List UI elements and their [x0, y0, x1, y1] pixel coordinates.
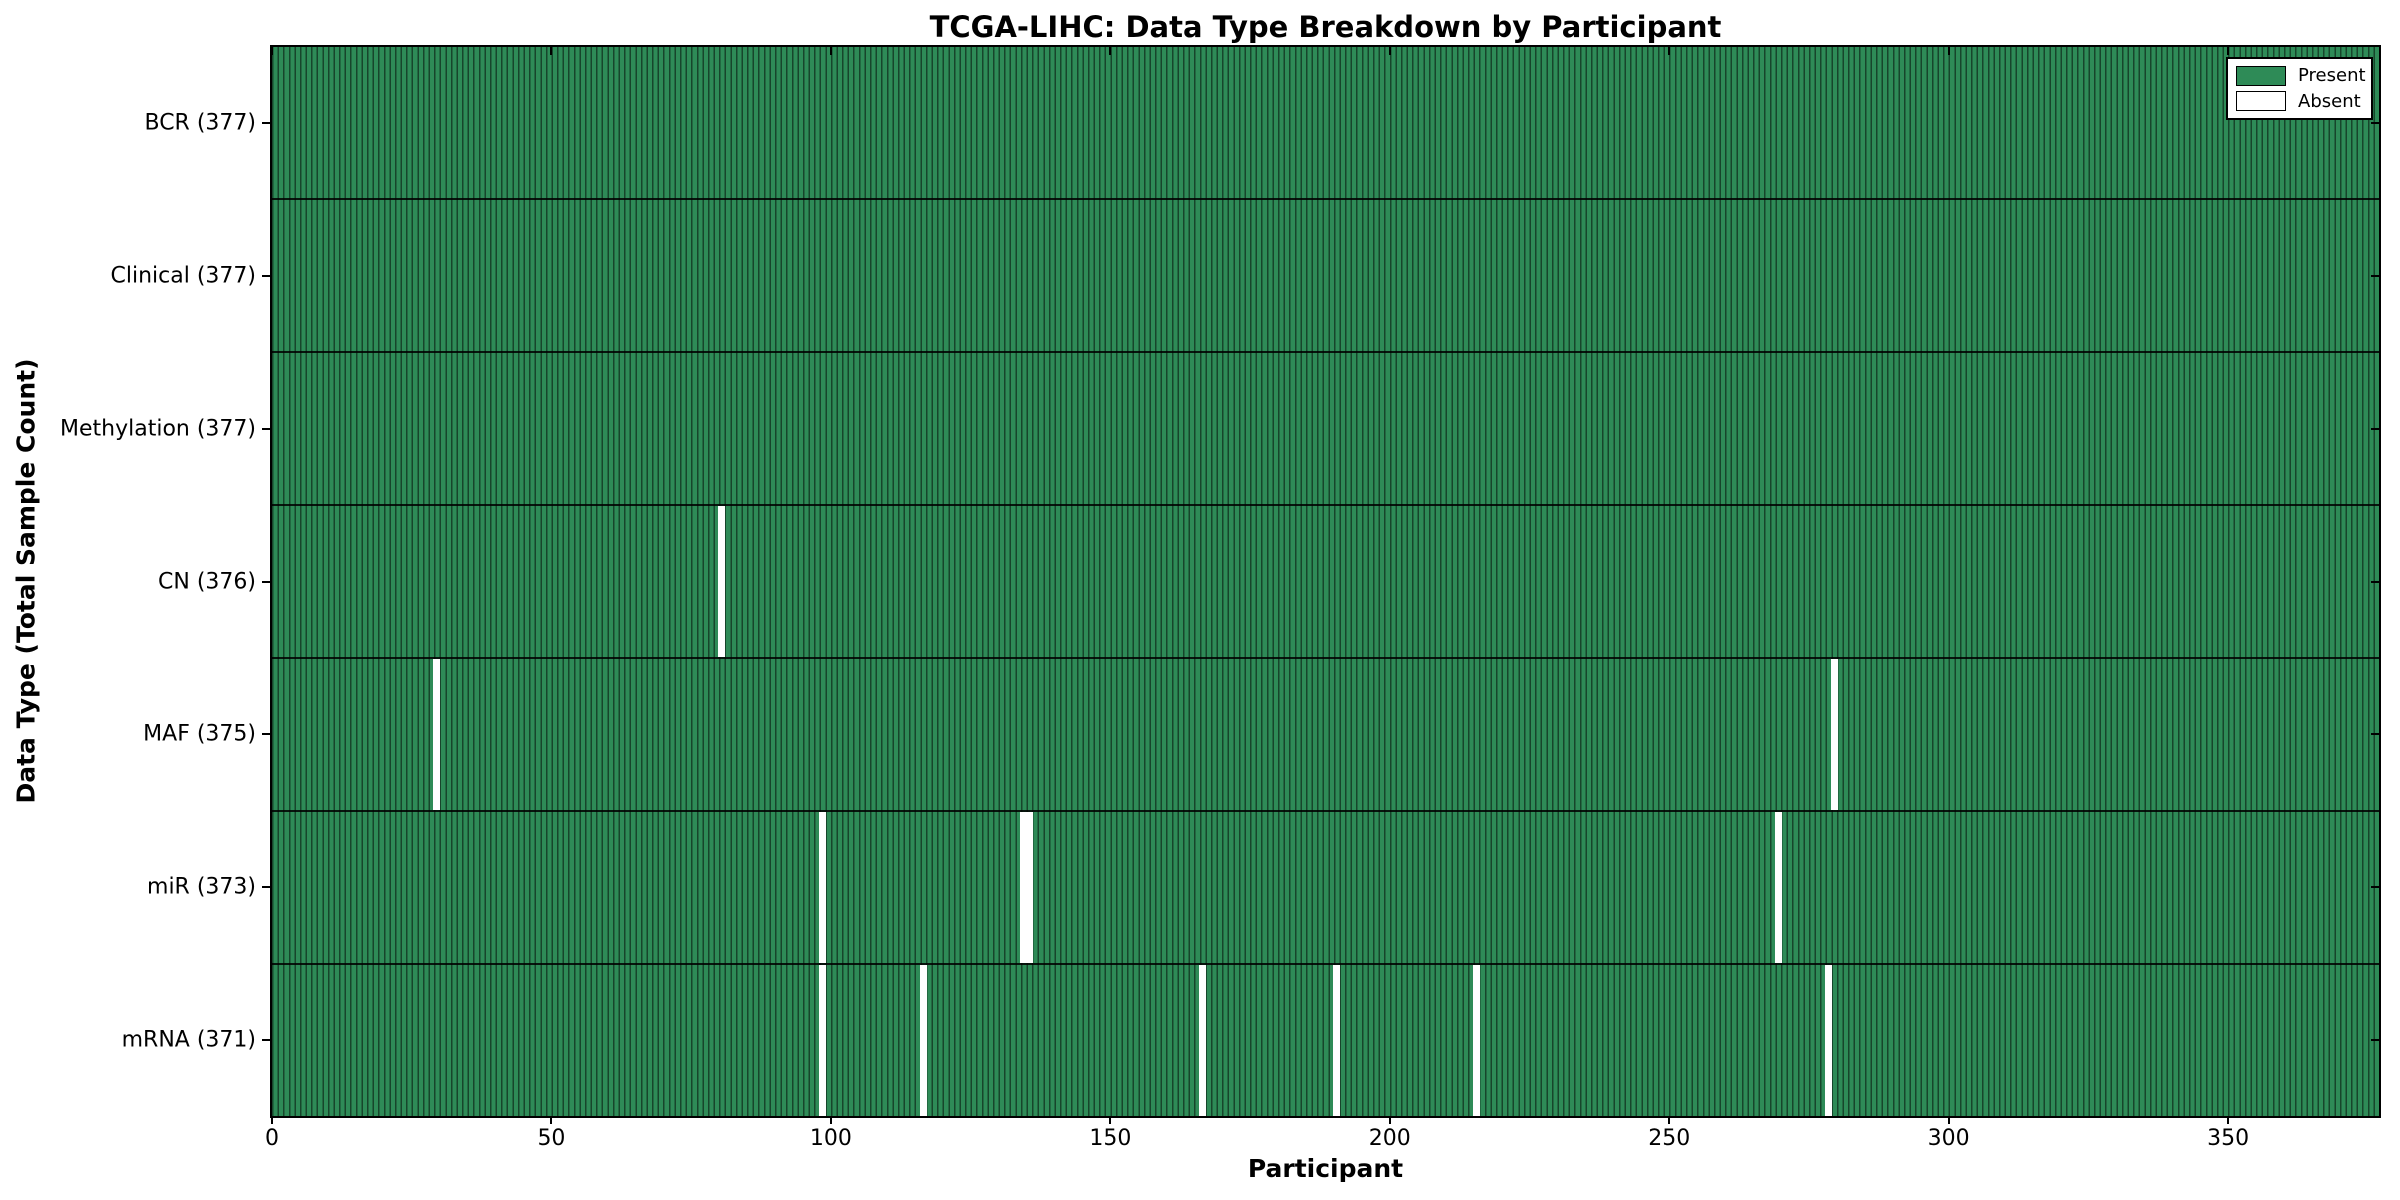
legend-entry-absent: Absent — [2236, 91, 2363, 112]
absent-gap-mRNA-278 — [1825, 965, 1832, 1116]
x-tick-bottom — [271, 1116, 273, 1124]
row-miR — [272, 810, 2379, 963]
absent-gap-MAF-279 — [1830, 659, 1838, 810]
legend-label-present: Present — [2298, 65, 2366, 87]
x-tick-top — [2227, 47, 2230, 55]
y-tick-left — [262, 122, 270, 125]
row-mRNA — [272, 963, 2379, 1116]
x-tick-bottom — [1668, 1116, 1671, 1124]
absent-gap-mRNA-98 — [819, 965, 826, 1116]
y-tick-label-BCR: BCR (377) — [144, 110, 256, 136]
y-tick-left — [262, 580, 270, 583]
x-tick-top — [550, 47, 553, 55]
absent-gap-mRNA-215 — [1472, 965, 1480, 1116]
plot-area — [270, 45, 2381, 1118]
absent-gap-mRNA-116 — [919, 965, 927, 1116]
x-tick-label-250: 250 — [1648, 1126, 1691, 1151]
absent-gap-miR-98 — [819, 812, 826, 963]
x-axis-title: Participant — [1247, 1154, 1404, 1183]
x-tick-label-350: 350 — [2207, 1126, 2250, 1151]
x-tick-label-0: 0 — [265, 1126, 279, 1151]
row-MAF — [272, 657, 2379, 810]
row-Clinical — [272, 198, 2379, 351]
y-tick-label-mRNA: mRNA (371) — [121, 1027, 256, 1053]
x-tick-top — [829, 47, 832, 55]
row-CN — [272, 504, 2379, 657]
y-tick-left — [262, 275, 270, 278]
x-tick-top — [1668, 47, 1671, 55]
x-tick-bottom — [829, 1116, 832, 1124]
x-tick-top — [1388, 47, 1391, 55]
x-tick-label-200: 200 — [1368, 1126, 1411, 1151]
y-tick-label-CN: CN (376) — [158, 569, 256, 594]
legend-entry-present: Present — [2236, 65, 2366, 87]
y-tick-right — [2371, 885, 2379, 888]
y-tick-label-Methylation: Methylation (377) — [60, 416, 256, 442]
x-tick-bottom — [1947, 1116, 1950, 1124]
x-tick-top — [1947, 47, 1950, 55]
row-Methylation — [272, 351, 2379, 504]
legend-swatch-absent — [2236, 91, 2286, 112]
legend-label-absent: Absent — [2298, 90, 2361, 112]
x-tick-label-300: 300 — [1927, 1126, 1970, 1151]
x-tick-bottom — [2227, 1116, 2230, 1124]
y-tick-right — [2371, 1038, 2379, 1041]
absent-gap-miR-135 — [1025, 812, 1033, 963]
y-tick-right — [2371, 122, 2379, 125]
absent-gap-MAF-29 — [433, 659, 441, 810]
x-tick-bottom — [550, 1116, 553, 1124]
y-tick-right — [2371, 275, 2379, 278]
y-tick-label-MAF: MAF (375) — [143, 721, 256, 747]
y-tick-right — [2371, 733, 2379, 736]
y-tick-left — [262, 733, 270, 736]
y-tick-right — [2371, 427, 2379, 430]
absent-gap-CN-80 — [718, 506, 726, 657]
legend-swatch-present — [2236, 65, 2286, 86]
y-tick-right — [2371, 580, 2379, 583]
x-tick-bottom — [1109, 1116, 1112, 1124]
y-tick-left — [262, 1038, 270, 1041]
absent-gap-miR-269 — [1774, 812, 1782, 963]
absent-gap-mRNA-190 — [1333, 965, 1341, 1116]
y-tick-label-Clinical: Clinical (377) — [110, 263, 256, 289]
y-tick-left — [262, 427, 270, 430]
x-tick-bottom — [1388, 1116, 1391, 1124]
x-tick-label-150: 150 — [1089, 1126, 1132, 1151]
x-tick-top — [271, 47, 273, 55]
absent-gap-miR-134 — [1020, 812, 1028, 963]
chart-title: TCGA-LIHC: Data Type Breakdown by Partic… — [929, 10, 1722, 44]
row-BCR — [272, 47, 2379, 198]
absent-gap-mRNA-166 — [1199, 965, 1207, 1116]
legend: Present Absent — [2226, 57, 2373, 120]
y-tick-left — [262, 885, 270, 888]
x-tick-label-100: 100 — [809, 1126, 852, 1151]
x-tick-label-50: 50 — [537, 1126, 566, 1151]
x-tick-top — [1109, 47, 1112, 55]
y-tick-label-miR: miR (373) — [147, 874, 256, 900]
